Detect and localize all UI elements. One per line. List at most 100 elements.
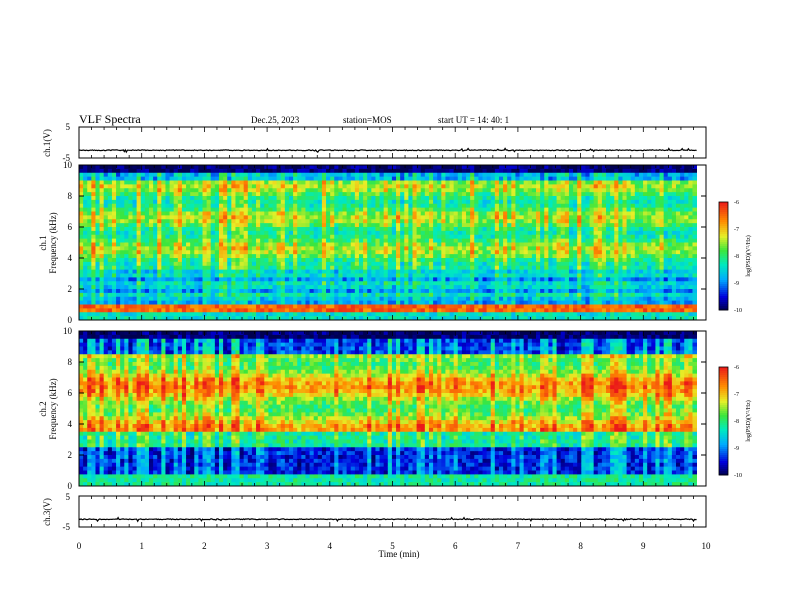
spectrogram-cell [498,184,504,189]
spectrogram-cell [387,265,393,271]
spectrogram-cell [523,223,529,228]
spectrogram-cell [379,188,385,193]
spectrogram-cell [301,230,306,236]
spectrogram-cell [268,300,273,305]
spectrogram-cell [383,184,389,189]
spectrogram-cell [342,258,348,263]
spectrogram-cell [87,192,92,197]
spectrogram-cell [568,188,574,193]
spectrogram-cell [564,234,570,240]
spectrogram-cell [132,192,138,197]
spectrogram-cell [181,188,187,193]
spectrogram-cell [375,227,380,232]
spectrogram-cell [536,196,541,201]
spectrogram-cell [313,219,319,224]
spectrogram-cell [128,227,133,232]
spectrogram-cell [95,176,100,181]
spectrogram-cell [577,215,582,220]
spectrogram-cell [79,250,84,255]
spectrogram-cell [256,316,261,321]
spectrogram-cell [297,300,302,305]
spectrogram-cell [321,180,327,185]
spectrogram-cell [218,277,224,282]
spectrogram-cell [486,184,492,189]
spectrogram-cell [116,269,121,274]
spectrogram-cell [424,211,430,216]
spectrogram-cell [568,285,574,290]
spectrogram-cell [288,199,294,205]
spectrogram-cell [490,168,496,174]
spectrogram-cell [116,234,121,240]
spectrogram-cell [585,273,590,278]
spectrogram-cell [276,188,282,193]
spectrogram-cell [358,172,364,178]
spectrogram-cell [202,292,208,298]
spectrogram-cell [428,180,434,185]
spectrogram-cell [536,180,541,185]
spectrogram-cell [589,180,595,185]
spectrogram-cell [321,250,327,255]
spectrogram-cell [433,180,438,185]
spectrogram-cell [581,308,586,313]
spectrogram-cell [330,211,335,216]
spectrogram-cell [223,165,228,170]
spectrogram-cell [99,242,105,247]
spectrogram-cell [190,254,195,259]
spectrogram-cell [326,230,331,236]
spectrogram-cell [338,188,343,193]
spectrogram-cell [383,242,389,247]
spectrogram-cell [264,234,269,240]
spectrogram-cell [177,168,183,174]
spectrogram-cell [173,215,179,220]
spectrogram-cell [437,242,442,247]
spectrogram-cell [544,269,549,274]
spectrogram-cell [466,277,471,282]
spectrogram-cell [136,258,142,263]
spectrogram-cell [408,180,413,185]
spectrogram-cell [132,165,138,170]
spectrogram-cell [227,304,232,309]
spectrogram-cell [433,165,438,170]
spectrogram-cell [564,265,570,271]
spectrogram-cell [186,308,191,313]
spectrogram-cell [420,289,426,294]
spectrogram-cell [116,254,121,259]
spectrogram-cell [408,269,413,274]
spectrogram-cell [144,165,150,170]
spectrogram-cell [367,277,372,282]
spectrogram-cell [272,165,278,170]
spectrogram-cell [293,242,298,247]
spectrogram-cell [140,254,146,259]
spectrogram-cell [400,250,405,255]
spectrogram-cell [239,227,245,232]
spectrogram-cell [437,300,442,305]
spectrogram-cell [523,285,529,290]
spectrogram-cell [330,246,335,251]
spectrogram-cell [433,261,438,267]
spectrogram-cell [457,176,463,181]
spectrogram-cell [544,246,549,251]
spectrogram-cell [288,196,294,201]
spectrogram-cell [519,312,525,317]
spectrogram-cell [494,211,500,216]
spectrogram-cell [177,265,183,271]
spectrogram-cell [288,203,294,209]
spectrogram-cell [416,203,422,209]
spectrogram-cell [437,265,442,271]
spectrogram-cell [301,234,306,240]
spectrogram-cell [540,277,545,282]
spectrogram-cell [132,269,138,274]
spectrogram-cell [433,285,438,290]
spectrogram-cell [350,238,356,243]
spectrogram-cell [375,192,380,197]
spectrogram-cell [461,223,467,228]
spectrogram-cell [433,281,438,286]
spectrogram-cell [305,258,310,263]
spectrogram-cell [564,168,570,174]
spectrogram-cell [198,199,203,205]
spectrogram-cell [124,168,129,174]
spectrogram-cell [573,312,578,317]
spectrogram-cell [358,227,364,232]
spectrogram-cell [548,269,553,274]
spectrogram-cell [589,242,595,247]
